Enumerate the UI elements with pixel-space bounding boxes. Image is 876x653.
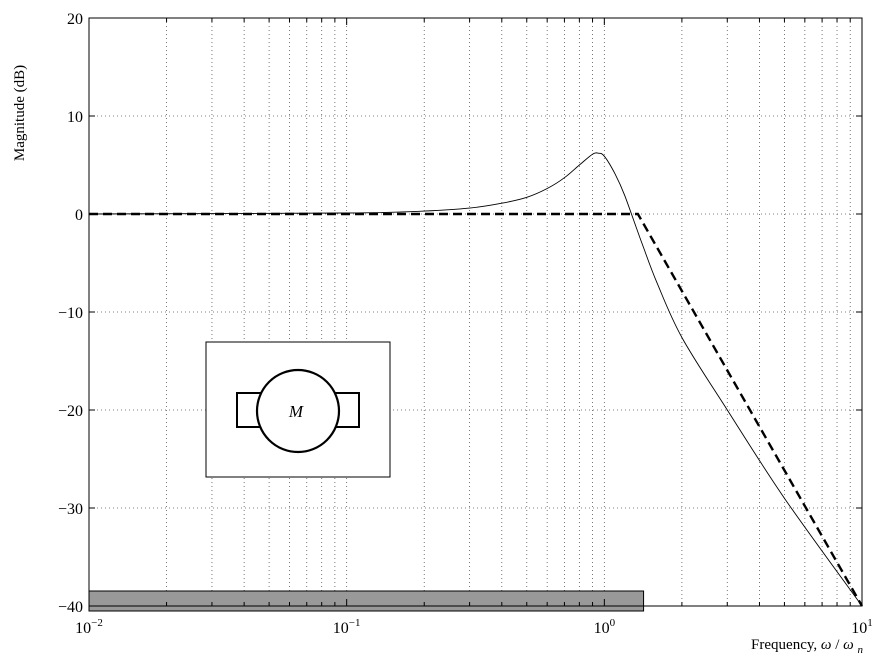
x-axis-label-main: Frequency,	[751, 637, 821, 653]
x-axis-label-omega: ω	[821, 637, 832, 653]
x-axis-label: Frequency, ω / ω n	[751, 637, 863, 653]
y-tick-label: −40	[58, 599, 83, 616]
y-axis-label: Magnitude (dB)	[12, 65, 28, 161]
y-tick-label: −20	[58, 403, 83, 420]
x-tick-label: 10−1	[333, 617, 361, 637]
motor-circle	[255, 368, 341, 454]
x-tick-label: 10−2	[75, 617, 103, 637]
bottom-bar-group	[88, 590, 645, 612]
y-tick-label: 10	[67, 109, 83, 126]
plot-frame	[88, 17, 863, 607]
y-tick-label: 20	[67, 11, 83, 28]
x-axis-label-omega-n: ω	[843, 637, 854, 653]
y-tick-label: −10	[58, 305, 83, 322]
bottom-bar	[88, 590, 645, 612]
series-group	[88, 152, 864, 607]
x-tick-label: 101	[851, 617, 873, 637]
series-line-magnitude	[88, 152, 863, 607]
y-tick-label: −30	[58, 501, 83, 518]
series-line-asymptote	[89, 212, 864, 607]
grid-lines	[89, 18, 862, 606]
x-tick-label: 100	[594, 617, 616, 637]
y-tick-label: 0	[75, 207, 83, 224]
x-axis-label-subscript: n	[858, 644, 864, 653]
motor-symbol: M	[205, 341, 391, 478]
x-axis-label-slash: /	[835, 637, 840, 653]
motor-label: M	[288, 402, 304, 421]
